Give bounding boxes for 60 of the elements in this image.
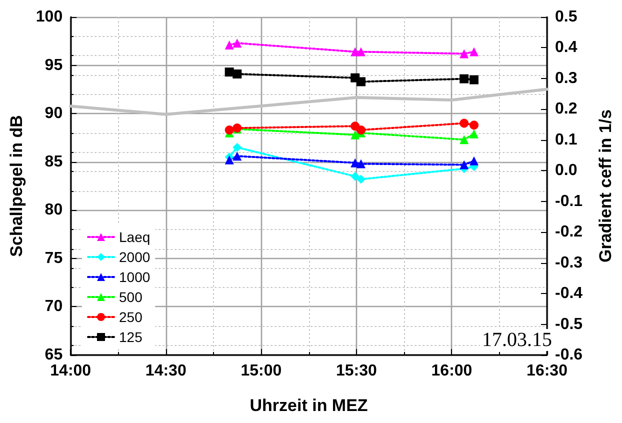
legend-label: 125 — [119, 329, 143, 345]
y2-tick-label: -0.5 — [555, 316, 583, 333]
y2-tick-label: -0.3 — [555, 254, 583, 272]
y2-tick-label: -0.6 — [555, 346, 583, 364]
y-tick-label: 75 — [44, 250, 63, 267]
y-tick-label: 90 — [44, 105, 63, 122]
x-tick-label: 14:30 — [145, 362, 186, 380]
point — [470, 75, 479, 84]
y2-axis-title: Gradient ceff in 1/s — [596, 109, 615, 263]
y-axis-title: Schallpegel in dB — [7, 115, 26, 257]
y2-tick-label: 0.0 — [555, 162, 578, 180]
x-tick-label: 16:30 — [526, 362, 568, 380]
point — [356, 174, 366, 184]
y-tick-label: 95 — [44, 56, 63, 74]
y2-tick-label: 0.4 — [555, 39, 578, 56]
y2-tick-label: 0.3 — [555, 70, 578, 87]
point — [356, 125, 366, 134]
legend-label: 1000 — [119, 269, 150, 285]
point — [224, 40, 234, 50]
point — [356, 77, 366, 86]
legend-label: 500 — [119, 289, 143, 305]
y-tick-label: 100 — [36, 8, 63, 26]
annotation: 17.03.15 — [482, 329, 552, 351]
y-tick-label: 85 — [44, 153, 63, 170]
point — [350, 172, 360, 181]
point — [460, 118, 469, 128]
point — [356, 159, 366, 168]
point — [460, 135, 469, 144]
point — [232, 152, 242, 161]
x-tick-label: 15:30 — [336, 362, 377, 380]
point — [470, 120, 479, 130]
x-tick-label: 15:00 — [240, 362, 282, 380]
point — [350, 130, 360, 140]
point — [460, 74, 469, 84]
x-tick-label: 16:00 — [431, 362, 472, 380]
point — [356, 47, 366, 56]
y-tick-label: 65 — [44, 346, 63, 364]
point — [224, 155, 234, 164]
point — [224, 125, 234, 134]
y2-tick-label: 0.1 — [555, 131, 578, 148]
legend-label: Laeq — [119, 229, 150, 245]
legend-label: 2000 — [119, 249, 150, 265]
x-tick-label: 14:00 — [50, 362, 92, 380]
point — [460, 49, 469, 58]
point — [232, 142, 242, 152]
point — [232, 38, 242, 48]
point — [470, 129, 479, 138]
legend-label: 250 — [119, 309, 143, 325]
y2-tick-label: -0.4 — [555, 285, 583, 302]
y-tick-label: 80 — [44, 202, 63, 219]
y2-tick-label: -0.2 — [555, 224, 583, 241]
y2-tick-label: 0.5 — [555, 8, 578, 26]
x-axis-title: Uhrzeit in MEZ — [250, 396, 368, 415]
point — [232, 69, 242, 78]
y-tick-label: 70 — [44, 298, 63, 316]
y2-tick-label: -0.1 — [555, 192, 583, 210]
point — [460, 160, 469, 170]
point — [470, 47, 479, 56]
y2-tick-label: 0.2 — [555, 100, 578, 118]
point — [470, 156, 479, 166]
